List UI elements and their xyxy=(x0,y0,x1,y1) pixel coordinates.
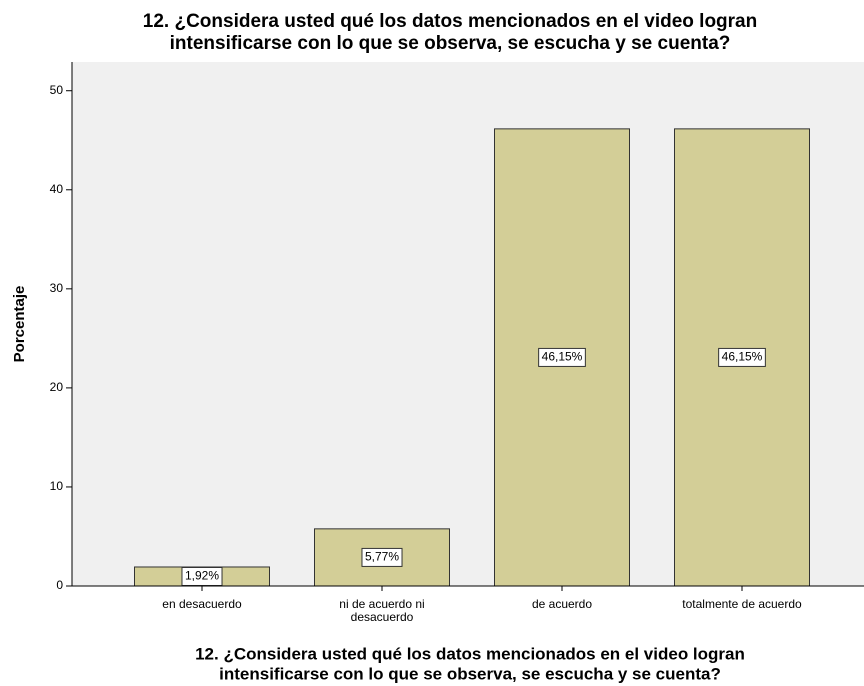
y-tick-label: 10 xyxy=(50,479,64,493)
y-axis-label: Porcentaje xyxy=(11,286,28,363)
chart-title: intensificarse con lo que se observa, se… xyxy=(170,33,731,54)
value-label-text: 46,15% xyxy=(542,350,583,364)
value-label-text: 46,15% xyxy=(722,350,763,364)
y-tick-label: 0 xyxy=(56,578,63,592)
value-label-box xyxy=(361,547,403,567)
y-tick-label: 40 xyxy=(50,182,64,196)
x-tick-label: totalmente de acuerdo xyxy=(682,597,802,611)
y-tick-label: 30 xyxy=(50,281,64,295)
value-label-box xyxy=(181,566,223,586)
value-label-box xyxy=(718,347,766,367)
value-label-box xyxy=(538,347,586,367)
x-tick-label: ni de acuerdo ni desacuerdo xyxy=(339,597,424,624)
value-label: 5,77% xyxy=(361,547,403,567)
x-tick-label: de acuerdo xyxy=(532,597,592,611)
x-axis-label: 12. ¿Considera usted qué los datos menci… xyxy=(195,644,745,663)
value-label: 46,15% xyxy=(538,347,586,367)
x-tick-label: en desacuerdo xyxy=(162,597,242,611)
value-label: 1,92% xyxy=(181,566,223,586)
x-tick-label-line: ni de acuerdo ni xyxy=(339,597,424,611)
x-axis-label: intensificarse con lo que se observa, se… xyxy=(219,664,721,683)
value-label-text: 1,92% xyxy=(185,569,219,583)
value-label: 46,15% xyxy=(718,347,766,367)
chart-title: 12. ¿Considera usted qué los datos menci… xyxy=(143,11,757,32)
y-tick-label: 20 xyxy=(50,380,64,394)
value-label-text: 5,77% xyxy=(365,550,399,564)
y-tick-label: 50 xyxy=(50,83,64,97)
x-tick-label-line: desacuerdo xyxy=(351,610,414,624)
